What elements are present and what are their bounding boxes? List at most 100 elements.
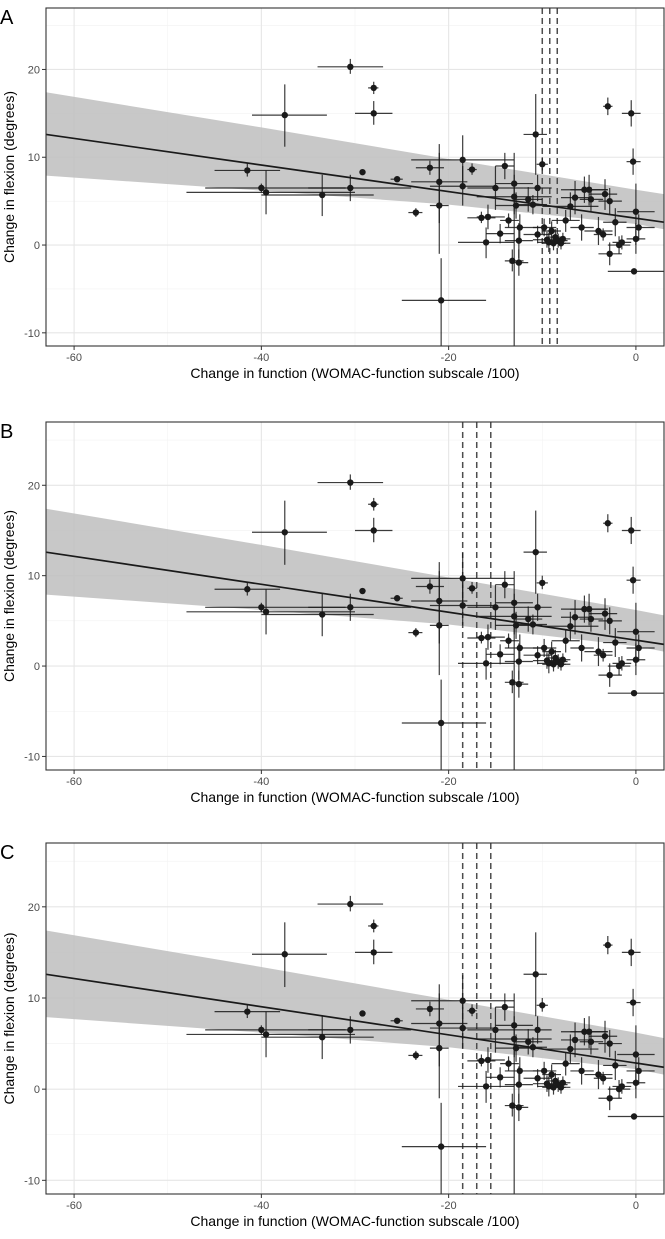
data-point [630, 1113, 638, 1120]
data-point [412, 1052, 420, 1059]
x-tick-label: -20 [441, 352, 457, 364]
data-point [539, 1002, 546, 1009]
data-point [567, 623, 574, 630]
data-point [618, 1083, 626, 1090]
data-point [492, 184, 499, 192]
data-point [393, 1017, 401, 1024]
data-point [534, 184, 541, 192]
data-point [459, 183, 466, 190]
axis-ticks: -60 -40 -20 0 -10 0 10 20 [24, 64, 639, 364]
data-point [347, 1026, 354, 1034]
data-point [540, 644, 548, 652]
y-tick-label: 10 [28, 571, 40, 583]
data-point [244, 1008, 251, 1015]
data-point [478, 1057, 485, 1065]
data-point [426, 1005, 434, 1013]
data-point [501, 581, 509, 588]
data-point [393, 175, 401, 183]
data-point [412, 209, 420, 216]
data-point [515, 1104, 523, 1111]
data-point [512, 202, 520, 209]
data-point [606, 250, 613, 258]
x-tick-label: -20 [441, 1200, 457, 1212]
y-tick-label: 20 [28, 902, 40, 914]
data-point [548, 1071, 555, 1078]
data-point [571, 614, 579, 621]
data-point [258, 1026, 265, 1034]
data-point [632, 208, 640, 215]
data-point [629, 999, 637, 1006]
data-point [281, 529, 288, 536]
data-point [426, 164, 434, 171]
data-point [505, 217, 512, 224]
y-tick-label: 0 [34, 1084, 40, 1096]
panel-a: -60 -40 -20 0 -10 0 10 20 Change in function (WO… [0, 7, 665, 381]
y-tick-label: 0 [34, 661, 40, 673]
data-point [601, 610, 609, 617]
data-point [478, 214, 485, 222]
data-point [606, 617, 613, 625]
data-point [612, 1062, 619, 1069]
data-point [562, 1060, 569, 1067]
data-point [347, 479, 354, 486]
data-point [587, 196, 595, 203]
data-point [437, 719, 445, 727]
data-point [630, 689, 638, 697]
data-point [426, 583, 434, 590]
data-point [459, 997, 466, 1004]
data-point [482, 239, 490, 246]
x-axis-title: Change in function (WOMAC-function subsc… [190, 789, 519, 805]
data-point [478, 634, 485, 642]
data-point [496, 651, 504, 658]
x-tick-label: -40 [253, 352, 269, 364]
y-tick-label: -10 [24, 1175, 40, 1187]
data-point [436, 202, 443, 209]
y-tick-label: 10 [28, 993, 40, 1005]
data-point [604, 520, 612, 527]
data-point [244, 586, 251, 593]
data-point [618, 660, 626, 667]
data-point [468, 166, 476, 173]
data-point [492, 1026, 499, 1034]
data-point [436, 622, 443, 629]
data-point [359, 1010, 366, 1017]
data-point [595, 227, 602, 235]
panel-frame [45, 7, 665, 347]
data-point [618, 239, 626, 246]
data-point [370, 949, 377, 956]
data-point [459, 1024, 466, 1032]
panel-letter: B [0, 421, 13, 443]
panel-frame [45, 842, 665, 1195]
data-point [319, 1033, 326, 1041]
data-point [319, 191, 326, 199]
data-point [612, 639, 619, 646]
y-tick-label: -10 [24, 751, 40, 763]
data-point [628, 949, 635, 956]
data-point [347, 900, 354, 908]
x-tick-label: -40 [253, 1200, 269, 1212]
data-points [186, 474, 664, 770]
data-point [632, 235, 640, 243]
x-tick-label: -60 [66, 352, 82, 364]
data-point [587, 615, 595, 623]
y-tick-label: 0 [34, 240, 40, 252]
data-point [515, 259, 523, 266]
data-point [459, 156, 466, 164]
data-point [505, 1060, 512, 1067]
y-tick-label: 20 [28, 64, 40, 76]
data-point [628, 110, 635, 117]
data-point [516, 644, 523, 652]
data-point [516, 1067, 523, 1075]
data-point [515, 680, 523, 688]
data-point [540, 1067, 548, 1075]
data-point [512, 1044, 520, 1052]
data-point [262, 608, 270, 616]
data-point [571, 1036, 579, 1044]
data-point [532, 971, 539, 978]
axis-ticks: -60 -40 -20 0 -10 0 10 20 [24, 902, 639, 1212]
data-point [359, 168, 366, 176]
data-point [559, 656, 567, 663]
panel-c: -60 -40 -20 0 -10 0 10 20 Change in function (WO… [0, 842, 665, 1229]
x-axis-title: Change in function (WOMAC-function subsc… [190, 365, 519, 381]
data-point [370, 501, 377, 508]
